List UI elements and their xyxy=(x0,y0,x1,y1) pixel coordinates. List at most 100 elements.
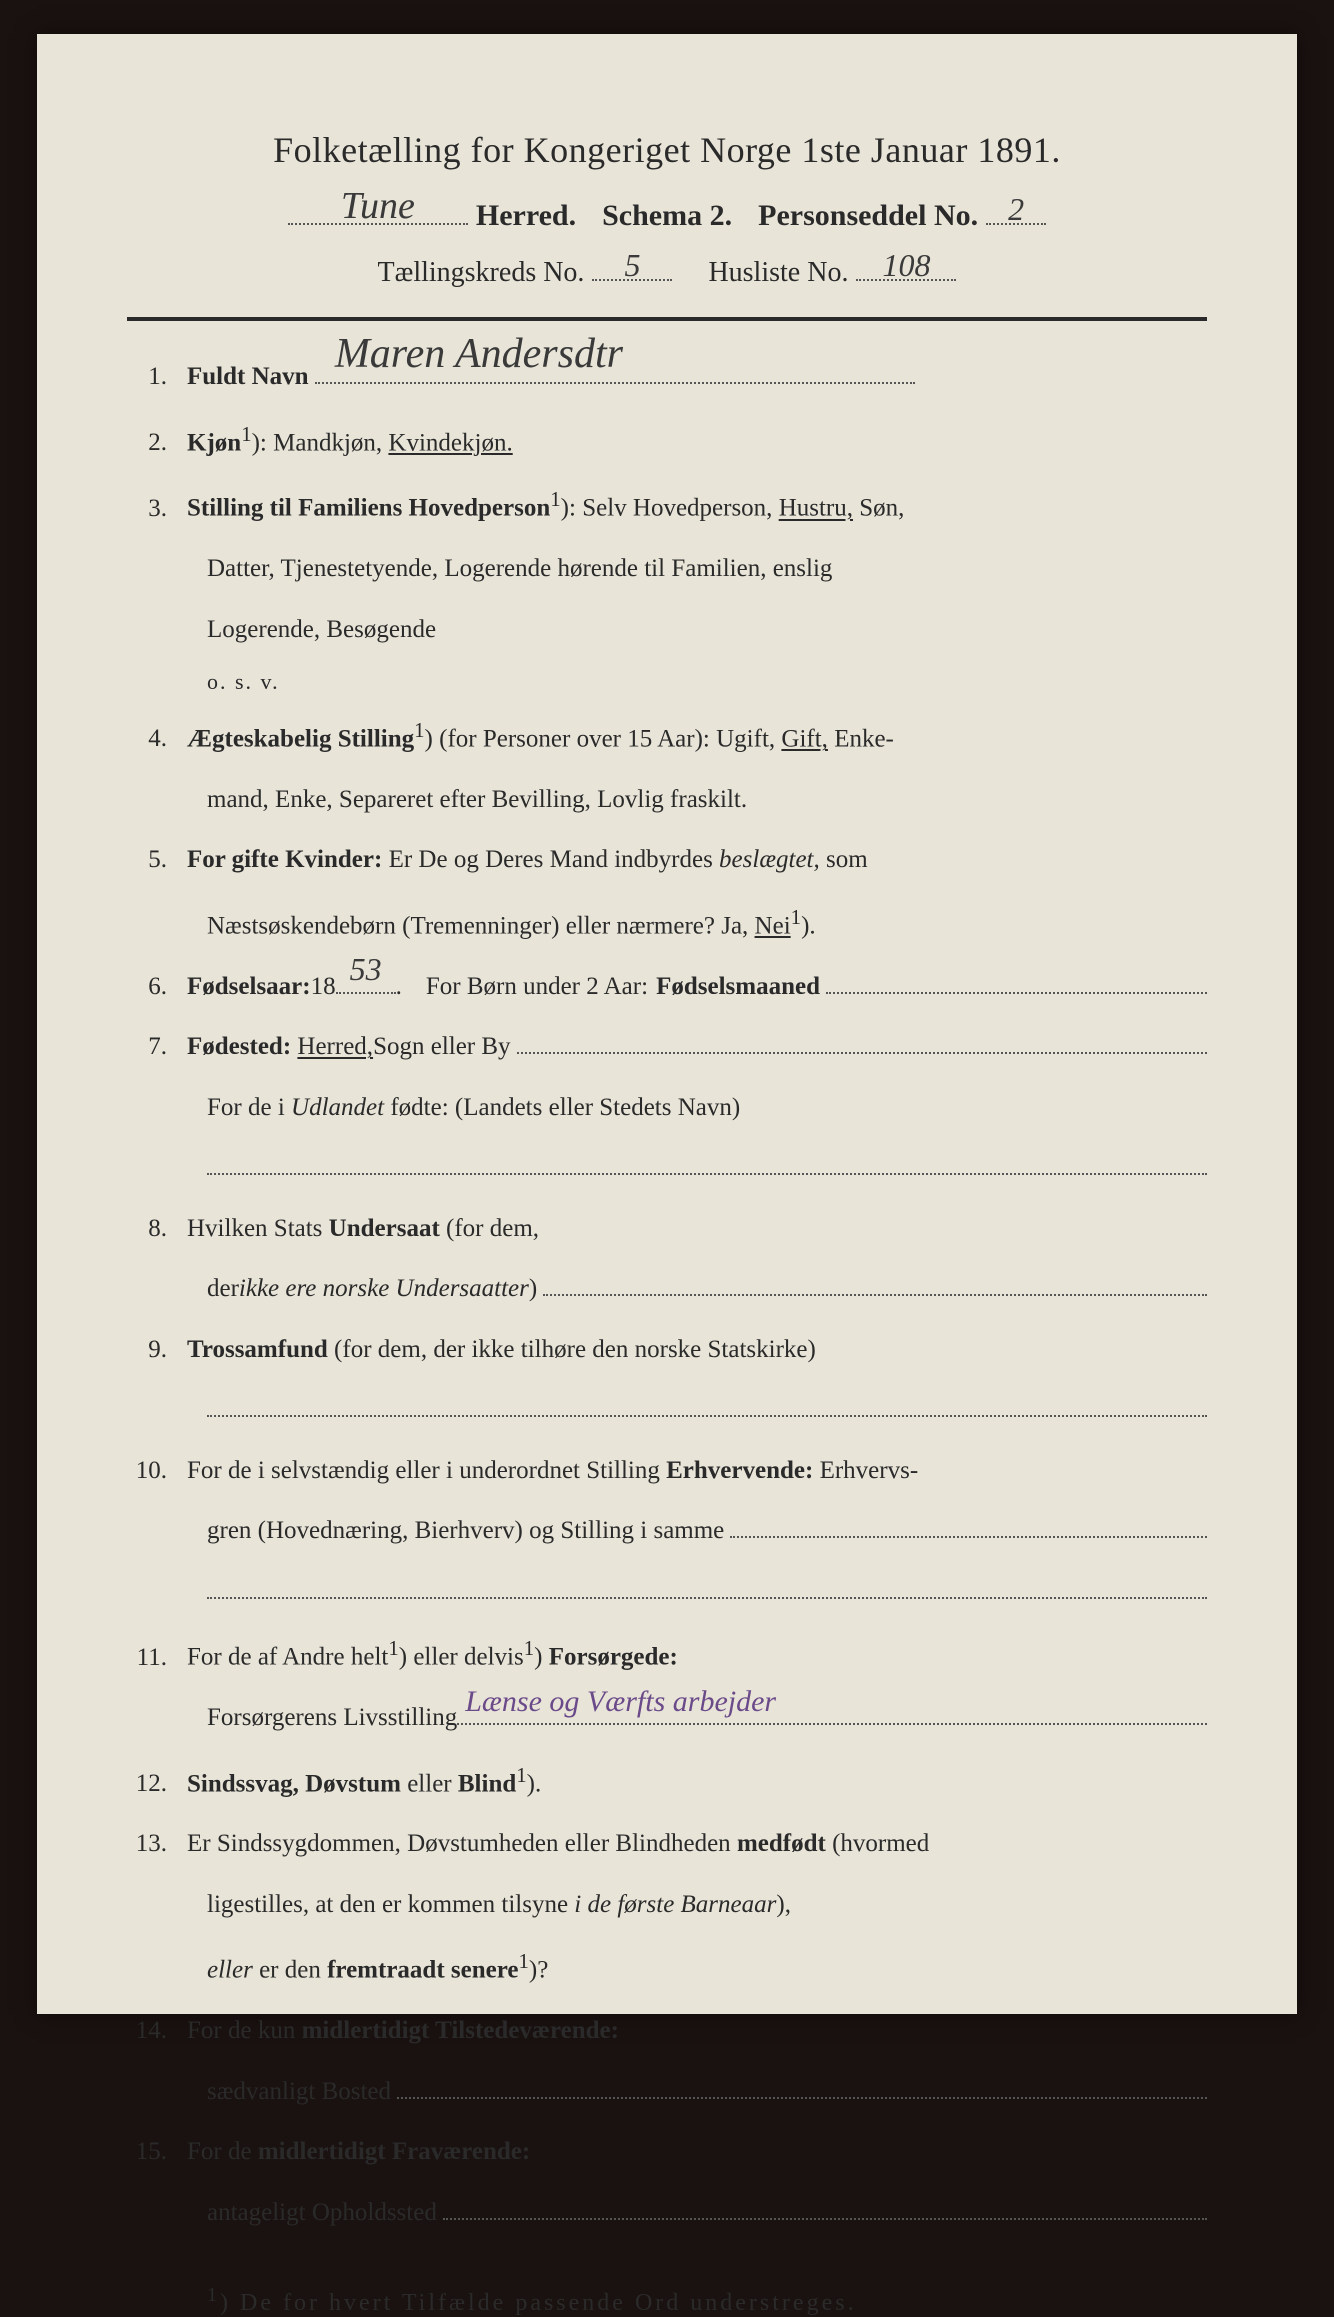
row-10-before: For de i selvstændig eller i underordnet… xyxy=(187,1457,666,1484)
row-14-label: midlertidigt Tilstedeværende: xyxy=(302,2017,619,2044)
row-7-content: Fødested: Herred, Sogn eller By xyxy=(187,1026,1207,1069)
row-13-line2: ligestilles, at den er kommen tilsyne i … xyxy=(127,1884,1207,1927)
row-11: 11. For de af Andre helt1) eller delvis1… xyxy=(127,1631,1207,1679)
row-11-label: Forsørgede: xyxy=(549,1644,678,1671)
row-6-year-field: 53 xyxy=(336,992,396,994)
row-num-1: 1. xyxy=(127,356,187,399)
row-num-12: 12. xyxy=(127,1763,187,1806)
row-13-line3-italic: eller xyxy=(207,1957,253,1984)
herred-label: Herred. xyxy=(476,199,576,233)
row-5-line2-before: Næstsøskendebørn (Tremenninger) eller næ… xyxy=(207,912,755,939)
row-num-15: 15. xyxy=(127,2131,187,2174)
row-13-line3-after: )? xyxy=(529,1957,548,1984)
row-num-9: 9. xyxy=(127,1329,187,1372)
herred-field: Tune xyxy=(288,195,468,225)
row-8-before: Hvilken Stats xyxy=(187,1215,329,1242)
row-13-line3-label: fremtraadt senere xyxy=(327,1957,518,1984)
row-15-label: midlertidigt Fraværende: xyxy=(258,2138,530,2165)
main-title: Folketælling for Kongeriget Norge 1ste J… xyxy=(127,129,1207,171)
row-3: 3. Stilling til Familiens Hovedperson1):… xyxy=(127,482,1207,530)
row-3-after: Søn, xyxy=(853,495,904,522)
row-3-sup: 1 xyxy=(550,487,560,511)
row-14-content: For de kun midlertidigt Tilstedeværende: xyxy=(187,2010,1207,2053)
row-11-content: For de af Andre helt1) eller delvis1) Fo… xyxy=(187,1631,1207,1679)
row-8-label: Undersaat xyxy=(329,1215,440,1242)
row-7-after: Sogn eller By xyxy=(373,1026,511,1069)
row-8-after: (for dem, xyxy=(440,1215,539,1242)
row-14-line2: sædvanligt Bosted xyxy=(127,2071,1207,2114)
row-13-line3-mid: er den xyxy=(253,1957,327,1984)
row-11-before: For de af Andre helt xyxy=(187,1644,388,1671)
row-13-label: medfødt xyxy=(737,1830,826,1857)
herred-value: Tune xyxy=(341,184,415,228)
row-4-line2: mand, Enke, Separeret efter Bevilling, L… xyxy=(127,779,1207,822)
row-4-sup: 1 xyxy=(414,718,424,742)
row-2-sup: 1 xyxy=(241,422,251,446)
row-15: 15. For de midlertidigt Fraværende: xyxy=(127,2131,1207,2174)
schema-label: Schema 2. xyxy=(602,199,732,233)
row-7-line2-italic: Udlandet xyxy=(291,1094,384,1121)
row-15-line2-text: antageligt Opholdssted xyxy=(207,2192,437,2235)
row-10-line2-text: gren (Hovednæring, Bierhverv) og Stillin… xyxy=(207,1510,724,1553)
row-7-blank xyxy=(127,1147,1207,1190)
row-9: 9. Trossamfund (for dem, der ikke tilhør… xyxy=(127,1329,1207,1372)
row-3-osv: o. s. v. xyxy=(127,669,1207,695)
row-3-before: Selv Hovedperson, xyxy=(582,495,779,522)
name-value: Maren Andersdtr xyxy=(335,319,623,390)
row-5-italic: beslægtet, xyxy=(719,846,820,873)
row-8: 8. Hvilken Stats Undersaat (for dem, xyxy=(127,1208,1207,1251)
row-11-livsstilling-field: Lænse og Værfts arbejder xyxy=(457,1723,1207,1725)
row-13-line2-before: ligestilles, at den er kommen tilsyne xyxy=(207,1891,574,1918)
row-7-blank-dots xyxy=(207,1150,1207,1175)
form-header: Folketælling for Kongeriget Norge 1ste J… xyxy=(127,129,1207,321)
row-9-label: Trossamfund xyxy=(187,1336,328,1363)
row-13-line2-italic: i de første Barneaar xyxy=(574,1891,776,1918)
personseddel-label: Personseddel No. xyxy=(758,199,978,233)
footnote-sup: 1 xyxy=(207,2284,220,2306)
row-6-dots xyxy=(826,971,1207,994)
row-1: 1. Fuldt Navn Maren Andersdtr xyxy=(127,356,1207,399)
row-13-line3: eller er den fremtraadt senere1)? xyxy=(127,1944,1207,1992)
row-num-3: 3. xyxy=(127,488,187,531)
row-num-5: 5. xyxy=(127,839,187,882)
row-15-dots xyxy=(443,2197,1207,2220)
row-3-underlined: Hustru, xyxy=(779,495,853,522)
row-8-dots xyxy=(543,1274,1207,1297)
row-14-dots xyxy=(397,2076,1207,2099)
row-12-content: Sindssvag, Døvstum eller Blind1). xyxy=(187,1758,1207,1806)
row-13-line3-sup: 1 xyxy=(518,1949,528,1973)
row-11-line2: Forsørgerens Livsstilling Lænse og Værft… xyxy=(127,1697,1207,1740)
kreds-label: Tællingskreds No. xyxy=(378,257,585,289)
row-7-line2-before: For de i xyxy=(207,1094,291,1121)
row-3-line2: Datter, Tjenestetyende, Logerende hørend… xyxy=(127,548,1207,591)
row-11-sup1: 1 xyxy=(388,1636,398,1660)
row-9-blank-dots xyxy=(207,1392,1207,1417)
row-4-before: Ugift, xyxy=(716,725,781,752)
row-13-before: Er Sindssygdommen, Døvstumheden eller Bl… xyxy=(187,1830,737,1857)
row-14-before: For de kun xyxy=(187,2017,302,2044)
row-num-7: 7. xyxy=(127,1026,187,1069)
personseddel-value: 2 xyxy=(1008,191,1024,228)
row-8-line2-after: ) xyxy=(529,1268,537,1311)
kreds-field: 5 xyxy=(592,253,672,281)
row-5-label: For gifte Kvinder: xyxy=(187,846,382,873)
row-8-line2-before: der xyxy=(207,1268,239,1311)
row-5-text: Er De og Deres Mand indbyrdes xyxy=(382,846,719,873)
row-6-label2: For Børn under 2 Aar: xyxy=(426,966,648,1009)
husliste-field: 108 xyxy=(856,253,956,281)
row-4-after: Enke- xyxy=(828,725,894,752)
row-2-content: Kjøn1): Mandkjøn, Kvindekjøn. xyxy=(187,417,1207,465)
row-13: 13. Er Sindssygdommen, Døvstumheden elle… xyxy=(127,1823,1207,1866)
row-3-label: Stilling til Familiens Hovedperson xyxy=(187,495,550,522)
row-3-line3: Logerende, Besøgende xyxy=(127,609,1207,652)
row-5-content: For gifte Kvinder: Er De og Deres Mand i… xyxy=(187,839,1207,882)
row-2-options: Mandkjøn, xyxy=(273,429,388,456)
row-10-label: Erhvervende: xyxy=(666,1457,813,1484)
row-4-content: Ægteskabelig Stilling1) (for Personer ov… xyxy=(187,713,1207,761)
row-6-label3: Fødselsmaaned xyxy=(656,966,820,1009)
row-15-content: For de midlertidigt Fraværende: xyxy=(187,2131,1207,2174)
census-form-page: Folketælling for Kongeriget Norge 1ste J… xyxy=(37,34,1297,2014)
row-num-4: 4. xyxy=(127,718,187,761)
row-13-line2-after: ), xyxy=(776,1891,791,1918)
row-4-underlined: Gift, xyxy=(781,725,828,752)
